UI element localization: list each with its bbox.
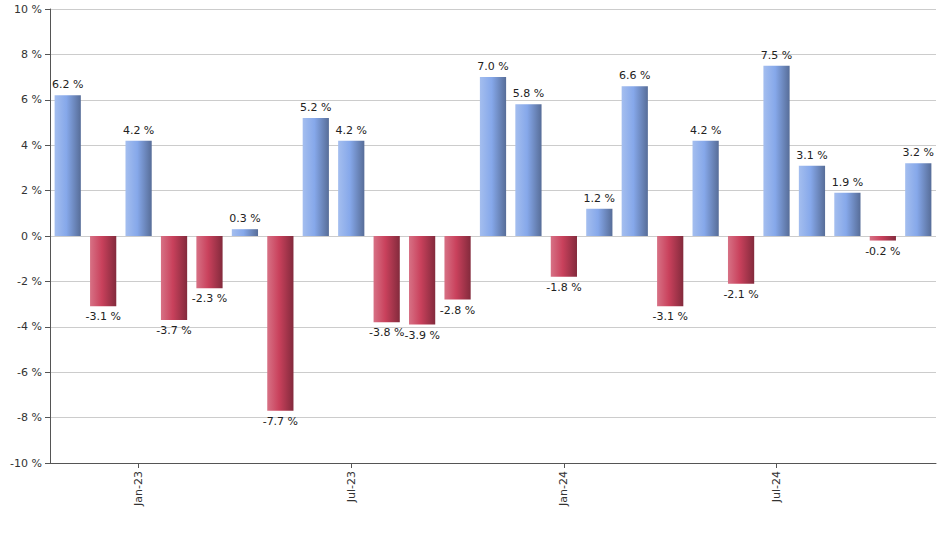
svg-text:3.2 %: 3.2 % bbox=[903, 146, 934, 159]
svg-text:0.3 %: 0.3 % bbox=[229, 212, 260, 225]
svg-text:5.2 %: 5.2 % bbox=[300, 101, 331, 114]
svg-text:-4 %: -4 % bbox=[17, 320, 42, 333]
svg-text:5.8 %: 5.8 % bbox=[513, 87, 544, 100]
svg-text:-3.8 %: -3.8 % bbox=[369, 326, 404, 339]
svg-text:-8 %: -8 % bbox=[17, 411, 42, 424]
svg-text:4 %: 4 % bbox=[21, 139, 42, 152]
svg-text:-2 %: -2 % bbox=[17, 275, 42, 288]
svg-text:-0.2 %: -0.2 % bbox=[865, 245, 900, 258]
svg-text:0 %: 0 % bbox=[21, 230, 42, 243]
svg-text:4.2 %: 4.2 % bbox=[690, 124, 721, 137]
svg-text:2 %: 2 % bbox=[21, 184, 42, 197]
svg-text:-6 %: -6 % bbox=[17, 366, 42, 379]
svg-text:6.6 %: 6.6 % bbox=[619, 69, 650, 82]
svg-text:Jul-23: Jul-23 bbox=[345, 471, 358, 503]
svg-text:-3.9 %: -3.9 % bbox=[404, 329, 439, 342]
svg-text:10 %: 10 % bbox=[14, 3, 42, 16]
svg-text:6.2 %: 6.2 % bbox=[52, 78, 83, 91]
svg-text:Jan-24: Jan-24 bbox=[557, 471, 570, 507]
svg-text:-3.1 %: -3.1 % bbox=[85, 310, 120, 323]
svg-text:6 %: 6 % bbox=[21, 93, 42, 106]
svg-text:-2.8 %: -2.8 % bbox=[440, 304, 475, 317]
svg-text:-3.1 %: -3.1 % bbox=[652, 310, 687, 323]
svg-text:3.1 %: 3.1 % bbox=[796, 149, 827, 162]
svg-text:4.2 %: 4.2 % bbox=[123, 124, 154, 137]
svg-text:4.2 %: 4.2 % bbox=[336, 124, 367, 137]
svg-text:-1.8 %: -1.8 % bbox=[546, 281, 581, 294]
svg-text:-2.3 %: -2.3 % bbox=[192, 292, 227, 305]
svg-text:-7.7 %: -7.7 % bbox=[263, 415, 298, 428]
svg-text:1.2 %: 1.2 % bbox=[584, 192, 615, 205]
svg-text:-3.7 %: -3.7 % bbox=[156, 324, 191, 337]
svg-text:7.0 %: 7.0 % bbox=[477, 60, 508, 73]
svg-text:Jul-24: Jul-24 bbox=[770, 471, 783, 503]
svg-text:Jan-23: Jan-23 bbox=[132, 471, 145, 507]
svg-text:-10 %: -10 % bbox=[10, 457, 42, 470]
svg-text:1.9 %: 1.9 % bbox=[832, 176, 863, 189]
svg-text:7.5 %: 7.5 % bbox=[761, 49, 792, 62]
svg-text:-2.1 %: -2.1 % bbox=[723, 288, 758, 301]
svg-text:8 %: 8 % bbox=[21, 48, 42, 61]
